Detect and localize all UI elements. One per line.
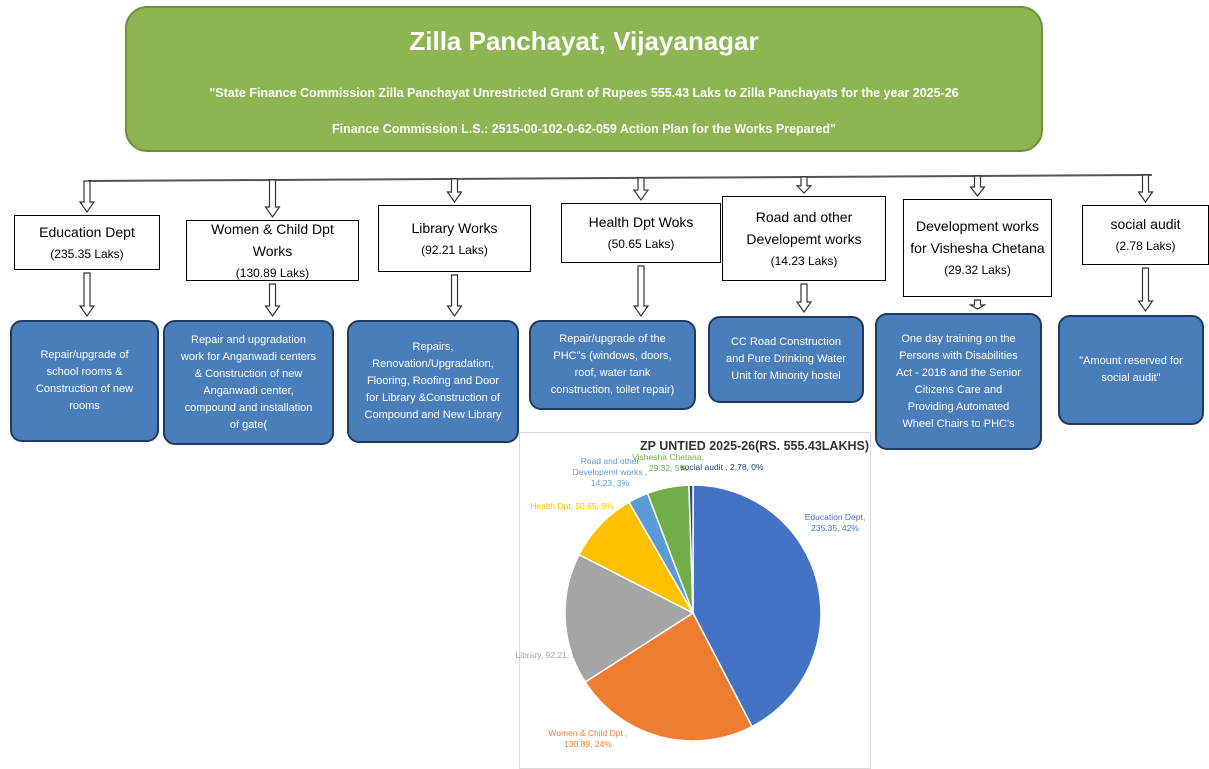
department-box: Development works for Vishesha Chetana (2… <box>903 199 1052 297</box>
department-name: Library Works <box>411 219 498 236</box>
arrow <box>795 283 813 314</box>
arrow <box>1137 174 1154 204</box>
pie-slice <box>688 484 694 614</box>
data-label: social audit , 2.78, 0% <box>680 462 764 472</box>
arrow <box>264 179 281 219</box>
department-amount: (50.65 Laks) <box>607 237 675 251</box>
department-box: Education Dept (235.35 Laks) <box>14 215 160 270</box>
data-label: Health Dpt, 50.65, 9% <box>530 501 614 511</box>
arrow <box>795 176 813 194</box>
data-label: Education Dept, 235.35, 42% <box>804 512 866 533</box>
department-box: Library Works (92.21 Laks) <box>378 205 531 272</box>
works-box: Repair/upgrade of the PHC"s (windows, do… <box>529 320 696 410</box>
department-box: Road and other Developemt works (14.23 La… <box>722 196 886 281</box>
arrow <box>446 274 463 318</box>
chart-title: ZP UNTIED 2025-26(RS. 555.43LAKHS) <box>640 439 870 453</box>
arrow <box>78 180 96 214</box>
works-box: CC Road Construction and Pure Drinking W… <box>708 316 864 403</box>
department-name: Education Dept <box>39 223 135 240</box>
works-box: Repair/upgrade of school rooms & Constru… <box>10 320 159 442</box>
department-amount: (92.21 Laks) <box>421 242 488 257</box>
arrow <box>632 265 650 318</box>
data-label: Vishesha Chetana, 29.32, 5% <box>632 452 704 473</box>
department-amount: (130.89 Laks) <box>235 265 310 280</box>
department-name: Road and other Developemt works <box>746 208 862 247</box>
pie-slice <box>692 484 822 728</box>
arrow <box>632 177 650 202</box>
data-label: Road and other Developemt works , 14.23,… <box>572 456 648 488</box>
department-amount: (235.35 Laks) <box>50 246 124 261</box>
works-box: Repair and upgradation work for Anganwad… <box>163 320 334 445</box>
header-line: Finance Commission L.S.: 2515-00-102-0-6… <box>331 122 836 136</box>
arrow <box>1137 267 1154 313</box>
department-name: social audit <box>1110 216 1181 232</box>
arrow <box>78 272 96 318</box>
department-name: Development works for Vishesha Chetana <box>910 218 1045 256</box>
department-amount: (29.32 Laks) <box>944 263 1011 277</box>
works-box: "Amount reserved for social audit" <box>1058 315 1204 425</box>
department-name: Health Dpt Woks <box>588 214 694 230</box>
pie-slice <box>584 611 754 742</box>
department-name: Women & Child Dpt Works <box>211 220 334 259</box>
data-label: Women & Child Dpt , 130.89, 24% <box>548 728 628 749</box>
pie-slice <box>564 553 695 684</box>
department-box: Women & Child Dpt Works (130.89 Laks) <box>186 220 359 281</box>
arrow <box>969 175 986 197</box>
header-title: Zilla Panchayat, Vijayanagar <box>409 26 759 56</box>
arrow <box>446 178 463 204</box>
arrow <box>264 283 281 318</box>
department-amount: (2.78 Laks) <box>1115 239 1176 253</box>
header-line: "State Finance Commission Zilla Panchaya… <box>209 86 959 100</box>
data-label: Library, 92.21, 17% <box>515 650 589 660</box>
department-amount: (14.23 Laks) <box>770 253 838 268</box>
department-box: Health Dpt Woks (50.65 Laks) <box>561 203 721 263</box>
header: Zilla Panchayat, Vijayanagar "State Fina… <box>125 6 1043 152</box>
works-box: One day training on the Persons with Dis… <box>875 313 1042 450</box>
arrow <box>968 299 987 310</box>
works-box: Repairs, Renovation/Upgradation, Floorin… <box>347 320 519 443</box>
department-box: social audit (2.78 Laks) <box>1082 205 1209 265</box>
